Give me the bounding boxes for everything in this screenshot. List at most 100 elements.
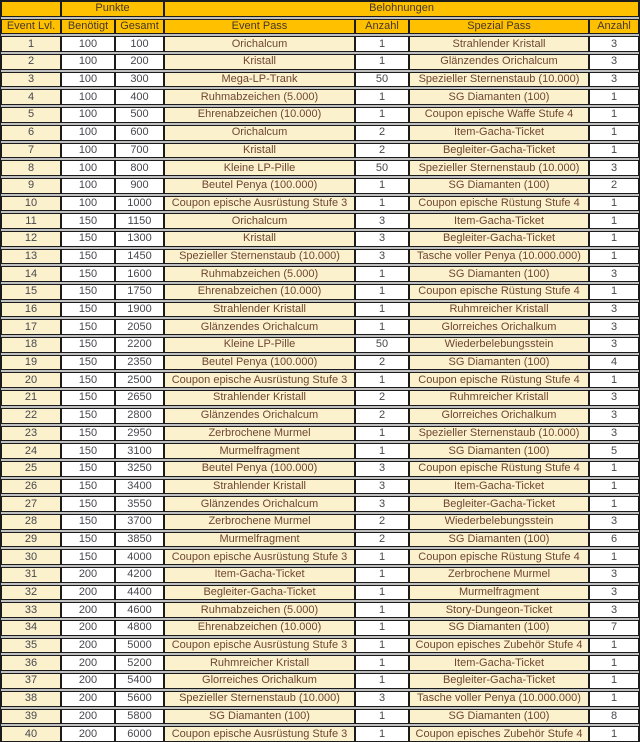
cell-event-level: 1 [1,36,61,53]
cell-total-points: 2050 [115,319,164,336]
col-header-event-pass-qty: Anzahl [355,18,409,35]
table-row: 6 100 600 Orichalcum 2 Item-Gacha-Ticket… [1,124,639,141]
table-row: 34 200 4800 Ehrenabzeichen (10.000) 1 SG… [1,620,639,636]
cell-event-pass-qty: 50 [355,337,409,353]
cell-event-pass-qty: 3 [355,248,409,265]
col-header-event-level: Event Lvl. [1,18,61,35]
cell-event-pass-reward: Coupon epische Ausrüstung Stufe 3 [164,549,355,565]
cell-total-points: 3550 [115,496,164,512]
cell-event-pass-qty: 1 [355,726,409,741]
cell-event-level: 5 [1,107,61,123]
cell-event-pass-qty: 2 [355,354,409,371]
cell-required-points: 150 [61,301,115,318]
cell-event-pass-qty: 3 [355,460,409,477]
cell-total-points: 900 [115,177,164,194]
cell-special-pass-reward: SG Diamanten (100) [409,443,589,459]
cell-total-points: 200 [115,54,164,70]
cell-total-points: 5000 [115,637,164,654]
cell-event-level: 37 [1,673,61,689]
table-row: 18 150 2200 Kleine LP-Pille 50 Wiederbel… [1,337,639,353]
cell-event-pass-reward: Beutel Penya (100.000) [164,177,355,194]
rewards-group-header: Belohnungen [164,1,639,17]
table-row: 5 100 500 Ehrenabzeichen (10.000) 1 Coup… [1,107,639,123]
table-row: 38 200 5600 Spezieller Sternenstaub (10.… [1,690,639,707]
cell-event-level: 19 [1,354,61,371]
cell-required-points: 200 [61,602,115,619]
cell-total-points: 1000 [115,195,164,212]
cell-event-pass-reward: Mega-LP-Trank [164,71,355,88]
cell-special-pass-qty: 3 [589,319,639,336]
cell-event-pass-reward: Kleine LP-Pille [164,160,355,176]
cell-event-pass-reward: Strahlender Kristall [164,478,355,495]
cell-special-pass-reward: Item-Gacha-Ticket [409,213,589,229]
cell-event-level: 3 [1,71,61,88]
cell-total-points: 5200 [115,655,164,672]
table-row: 17 150 2050 Glänzendes Orichalcum 1 Glor… [1,319,639,336]
cell-special-pass-reward: Coupon epische Rüstung Stufe 4 [409,195,589,212]
cell-special-pass-reward: Glänzendes Orichalcum [409,54,589,70]
table-row: 40 200 6000 Coupon epische Ausrüstung St… [1,726,639,741]
cell-event-pass-reward: Glänzendes Orichalcum [164,496,355,512]
cell-special-pass-qty: 3 [589,36,639,53]
cell-special-pass-qty: 1 [589,213,639,229]
cell-event-pass-reward: Murmelfragment [164,443,355,459]
cell-special-pass-reward: Zerbrochene Murmel [409,567,589,583]
cell-special-pass-qty: 1 [589,549,639,565]
cell-required-points: 200 [61,673,115,689]
cell-special-pass-qty: 1 [589,673,639,689]
cell-event-level: 23 [1,425,61,442]
cell-special-pass-qty: 3 [589,567,639,583]
table-row: 33 200 4600 Ruhmabzeichen (5.000) 1 Stor… [1,602,639,619]
cell-event-pass-qty: 1 [355,266,409,282]
cell-special-pass-qty: 3 [589,71,639,88]
cell-event-pass-qty: 1 [355,54,409,70]
cell-event-level: 28 [1,513,61,530]
cell-event-level: 14 [1,266,61,282]
table-row: 10 100 1000 Coupon epische Ausrüstung St… [1,195,639,212]
cell-special-pass-reward: SG Diamanten (100) [409,89,589,106]
cell-event-pass-reward: Kristall [164,142,355,159]
cell-special-pass-reward: Coupon episches Zubehör Stufe 4 [409,726,589,741]
cell-required-points: 100 [61,107,115,123]
cell-total-points: 3700 [115,513,164,530]
cell-special-pass-qty: 3 [589,584,639,601]
cell-required-points: 150 [61,460,115,477]
cell-event-pass-qty: 1 [355,620,409,636]
cell-total-points: 3250 [115,460,164,477]
cell-event-pass-reward: Coupon epische Ausrüstung Stufe 3 [164,726,355,741]
cell-event-level: 6 [1,124,61,141]
cell-special-pass-reward: Begleiter-Gacha-Ticket [409,230,589,247]
cell-event-pass-reward: SG Diamanten (100) [164,708,355,725]
cell-required-points: 200 [61,655,115,672]
cell-special-pass-qty: 1 [589,89,639,106]
cell-event-pass-reward: Ruhmabzeichen (5.000) [164,266,355,282]
cell-event-pass-reward: Orichalcum [164,124,355,141]
cell-event-level: 9 [1,177,61,194]
cell-required-points: 150 [61,266,115,282]
cell-event-level: 22 [1,407,61,424]
cell-event-level: 39 [1,708,61,725]
cell-special-pass-qty: 3 [589,602,639,619]
cell-required-points: 200 [61,584,115,601]
cell-special-pass-qty: 1 [589,124,639,141]
cell-special-pass-qty: 3 [589,160,639,176]
cell-event-pass-qty: 2 [355,142,409,159]
cell-event-pass-reward: Ruhmabzeichen (5.000) [164,89,355,106]
cell-special-pass-qty: 3 [589,301,639,318]
cell-total-points: 1900 [115,301,164,318]
cell-event-pass-reward: Orichalcum [164,213,355,229]
cell-required-points: 100 [61,177,115,194]
cell-event-pass-qty: 1 [355,549,409,565]
cell-event-pass-qty: 1 [355,425,409,442]
cell-total-points: 400 [115,89,164,106]
cell-required-points: 150 [61,443,115,459]
cell-event-pass-qty: 3 [355,230,409,247]
cell-required-points: 200 [61,637,115,654]
table-row: 22 150 2800 Glänzendes Orichalcum 2 Glor… [1,407,639,424]
cell-event-pass-reward: Coupon epische Ausrüstung Stufe 3 [164,637,355,654]
cell-event-level: 18 [1,337,61,353]
cell-event-level: 33 [1,602,61,619]
cell-total-points: 2650 [115,390,164,406]
cell-event-pass-qty: 1 [355,655,409,672]
